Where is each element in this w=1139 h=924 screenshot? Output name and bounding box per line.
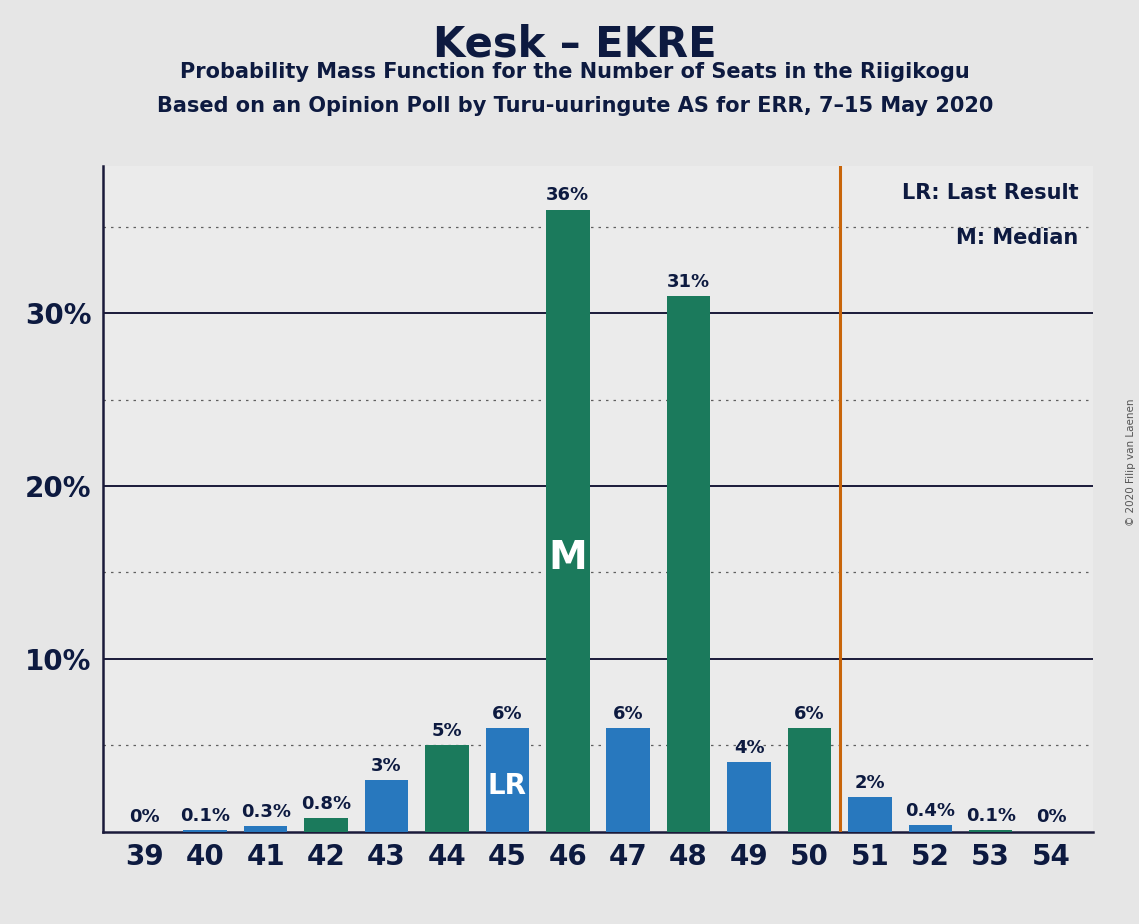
Bar [364,780,408,832]
Text: LR: Last Result: LR: Last Result [902,183,1079,203]
Text: 31%: 31% [667,273,711,291]
Bar [606,728,650,832]
Text: 0.1%: 0.1% [180,807,230,825]
Bar [244,826,287,832]
Bar [183,830,227,832]
Text: © 2020 Filip van Laenen: © 2020 Filip van Laenen [1126,398,1136,526]
Text: 4%: 4% [734,739,764,758]
Bar [969,830,1013,832]
Bar [909,825,952,832]
Text: 0.3%: 0.3% [240,803,290,821]
Text: M: Median: M: Median [957,227,1079,248]
Text: 6%: 6% [492,705,523,723]
Text: 0%: 0% [1035,808,1066,826]
Bar [728,762,771,832]
Text: Kesk – EKRE: Kesk – EKRE [433,23,718,65]
Text: 6%: 6% [613,705,644,723]
Text: 6%: 6% [794,705,825,723]
Text: 5%: 5% [432,722,462,740]
Bar [304,818,347,832]
Text: 0.8%: 0.8% [301,795,351,812]
Text: 36%: 36% [547,187,589,204]
Bar [666,296,711,832]
Bar [546,210,590,832]
Text: Probability Mass Function for the Number of Seats in the Riigikogu: Probability Mass Function for the Number… [180,62,970,82]
Text: 3%: 3% [371,757,402,774]
Bar [849,797,892,832]
Bar [485,728,530,832]
Text: M: M [548,539,587,577]
Text: 0.4%: 0.4% [906,801,956,820]
Text: 0%: 0% [130,808,161,826]
Text: 2%: 2% [854,774,885,792]
Text: LR: LR [487,772,527,800]
Bar [788,728,831,832]
Text: Based on an Opinion Poll by Turu-uuringute AS for ERR, 7–15 May 2020: Based on an Opinion Poll by Turu-uuringu… [157,96,993,116]
Bar [425,745,468,832]
Text: 0.1%: 0.1% [966,807,1016,825]
